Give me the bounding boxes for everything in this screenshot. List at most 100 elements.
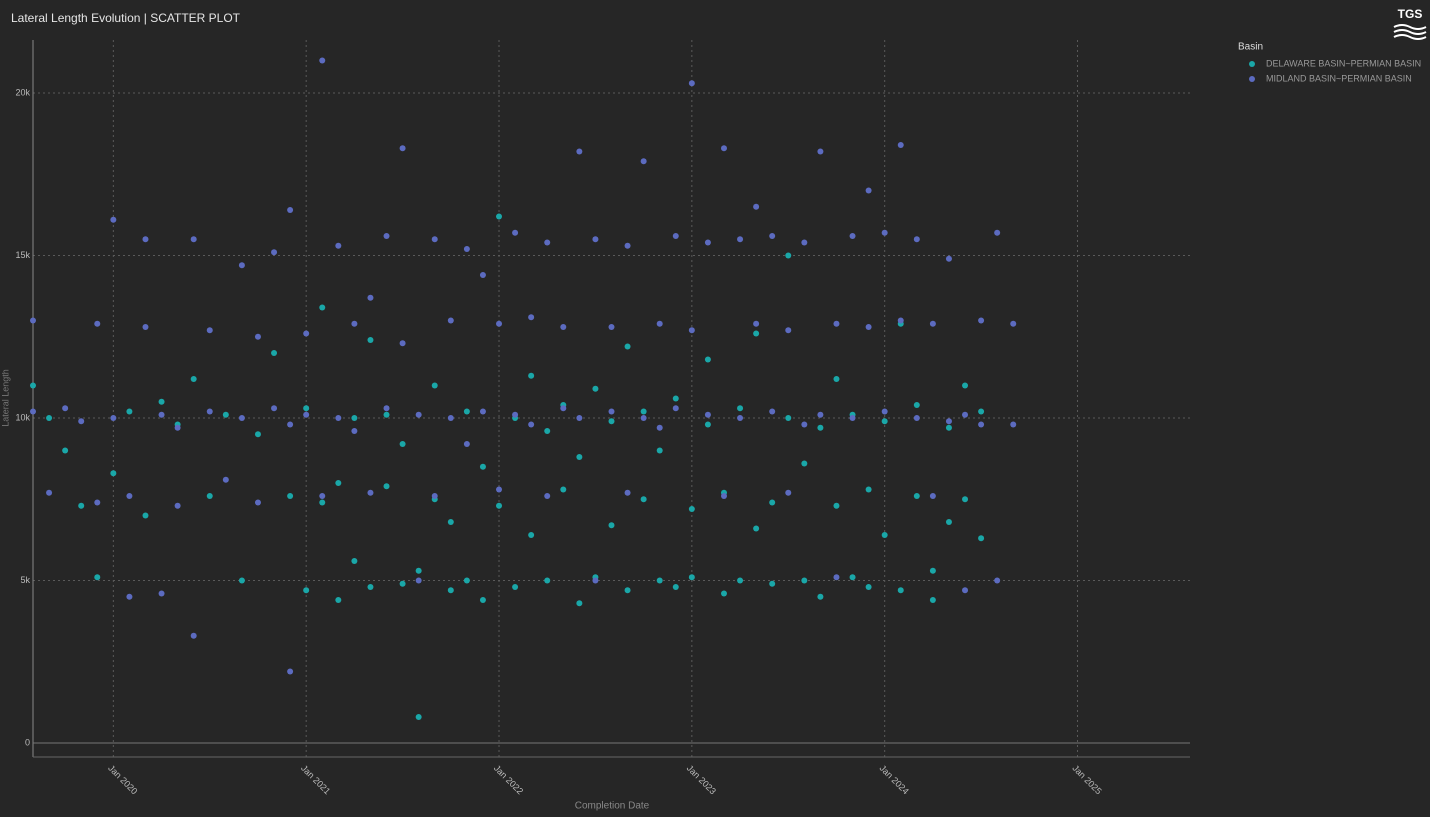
point xyxy=(62,405,69,412)
point xyxy=(222,411,229,418)
point xyxy=(737,577,744,584)
point xyxy=(881,532,888,539)
point xyxy=(190,632,197,639)
point xyxy=(592,577,599,584)
point xyxy=(222,476,229,483)
point xyxy=(383,405,390,412)
point xyxy=(688,80,695,87)
point xyxy=(881,229,888,236)
point xyxy=(849,574,856,581)
point xyxy=(30,317,36,324)
point xyxy=(544,493,551,500)
point xyxy=(801,239,808,246)
point xyxy=(833,574,840,581)
y-tick-label: 10k xyxy=(15,412,30,422)
point xyxy=(881,418,888,425)
point xyxy=(94,499,101,506)
point xyxy=(367,336,374,343)
point xyxy=(753,203,760,210)
point xyxy=(238,415,245,422)
point xyxy=(46,415,53,422)
point xyxy=(415,411,422,418)
point xyxy=(801,577,808,584)
point xyxy=(1010,421,1017,428)
x-axis-label: Completion Date xyxy=(575,801,650,812)
point xyxy=(576,454,583,461)
point xyxy=(126,593,133,600)
point xyxy=(608,522,615,529)
chart-title: Lateral Length Evolution | SCATTER PLOT xyxy=(11,11,241,25)
point xyxy=(929,493,936,500)
point xyxy=(624,489,631,496)
point xyxy=(512,584,519,591)
point xyxy=(592,385,599,392)
point xyxy=(929,320,936,327)
point xyxy=(769,408,776,415)
point xyxy=(608,408,615,415)
point xyxy=(978,317,985,324)
point xyxy=(287,493,294,500)
point xyxy=(656,320,663,327)
point xyxy=(496,486,503,493)
point xyxy=(78,418,85,425)
point xyxy=(431,382,438,389)
point xyxy=(737,415,744,422)
point xyxy=(897,317,904,324)
point xyxy=(335,480,342,487)
point xyxy=(174,502,181,509)
point xyxy=(110,415,117,422)
point xyxy=(319,493,326,500)
point xyxy=(576,600,583,607)
point xyxy=(817,148,824,155)
point xyxy=(447,317,454,324)
point xyxy=(994,577,1001,584)
point xyxy=(560,486,567,493)
point xyxy=(560,405,567,412)
point xyxy=(399,441,406,448)
point xyxy=(367,489,374,496)
point xyxy=(737,236,744,243)
point xyxy=(254,333,261,340)
point xyxy=(769,580,776,587)
point xyxy=(479,463,486,470)
point xyxy=(383,411,390,418)
point xyxy=(881,408,888,415)
point xyxy=(383,483,390,490)
point xyxy=(254,431,261,438)
point xyxy=(640,408,647,415)
legend: DELAWARE BASIN~PERMIAN BASIN MIDLAND BASI… xyxy=(1249,58,1421,83)
point xyxy=(238,262,245,269)
point xyxy=(801,460,808,467)
point xyxy=(769,499,776,506)
y-tick-label: 15k xyxy=(15,250,30,260)
point xyxy=(447,519,454,526)
point xyxy=(383,232,390,239)
point xyxy=(737,405,744,412)
point xyxy=(319,304,326,311)
point xyxy=(672,584,679,591)
point xyxy=(463,441,470,448)
point xyxy=(415,714,422,721)
point xyxy=(624,343,631,350)
point xyxy=(640,158,647,165)
point xyxy=(367,584,374,591)
point xyxy=(962,382,969,389)
point xyxy=(46,489,53,496)
y-tick-label: 20k xyxy=(15,87,30,97)
point xyxy=(303,405,310,412)
point xyxy=(785,489,792,496)
point xyxy=(399,580,406,587)
y-tick-label: 5k xyxy=(20,575,30,585)
point xyxy=(206,327,213,334)
point xyxy=(753,525,760,532)
point xyxy=(496,320,503,327)
point xyxy=(865,187,872,194)
point xyxy=(190,236,197,243)
point xyxy=(913,493,920,500)
point xyxy=(978,421,985,428)
point xyxy=(576,415,583,422)
point xyxy=(704,356,711,363)
point xyxy=(254,499,261,506)
point xyxy=(335,597,342,604)
